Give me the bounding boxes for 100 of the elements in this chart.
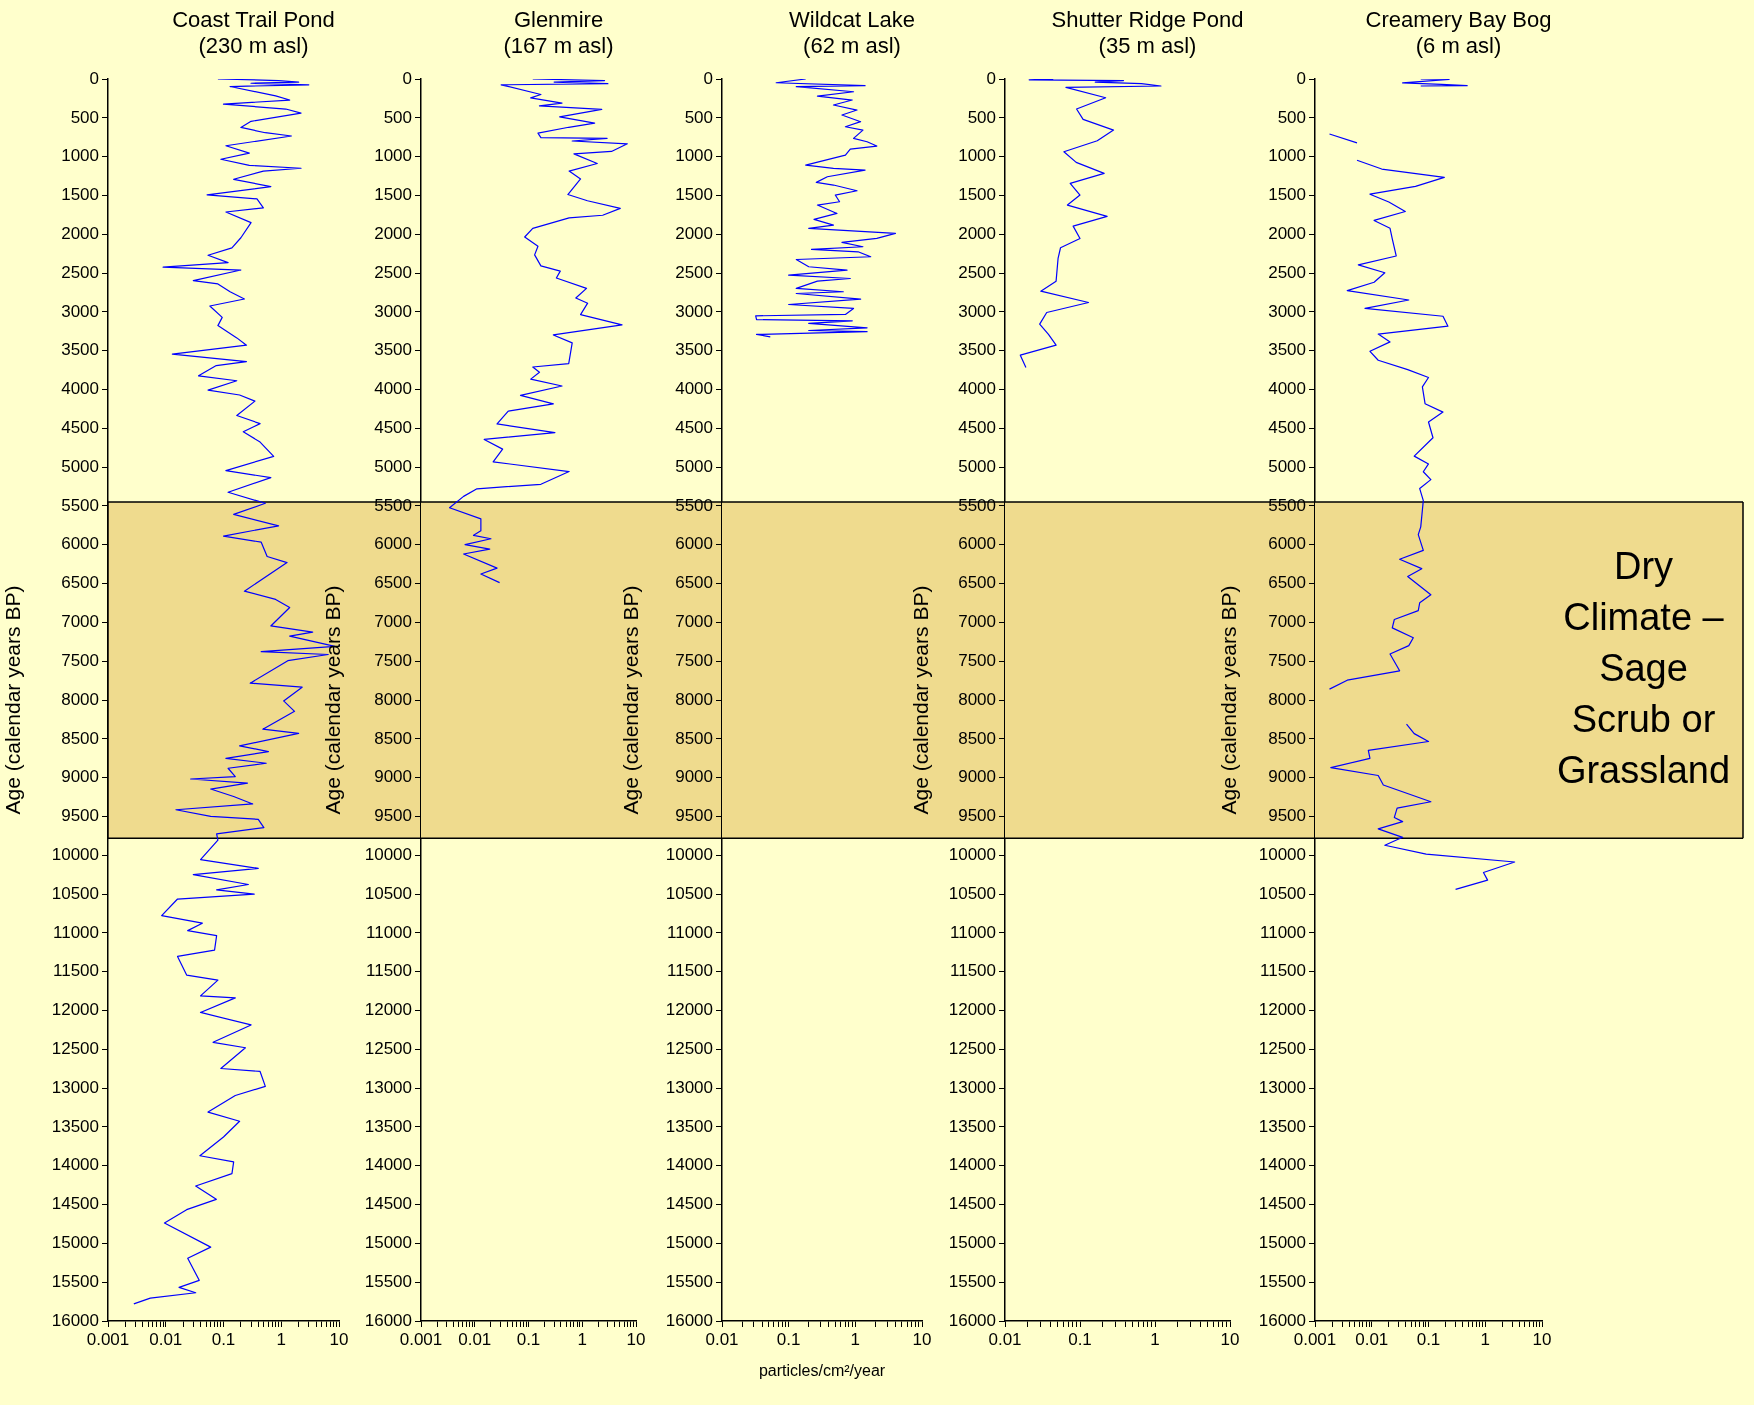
- y-tick-label: 16000: [51, 1310, 99, 1330]
- y-tick-label: 10000: [51, 844, 99, 864]
- y-tick-label: 13500: [364, 1116, 412, 1136]
- x-tick-label: 0.01: [458, 1329, 492, 1349]
- x-tick-label: 0.001: [86, 1329, 130, 1349]
- y-tick-label: 2500: [958, 262, 996, 282]
- y-tick-label: 15000: [665, 1233, 713, 1253]
- x-tick-label: 0.01: [705, 1329, 739, 1349]
- band-label: Dry Climate – Sage Scrub or Grassland: [1556, 544, 1731, 791]
- y-tick-label: 3500: [61, 340, 99, 360]
- x-tick-label: 1: [276, 1329, 286, 1349]
- y-axis-title: Age (calendar years BP): [909, 585, 933, 815]
- y-tick-label: 11000: [365, 922, 412, 942]
- y-tick-label: 11000: [1259, 922, 1306, 942]
- x-tick-label: 0.001: [399, 1329, 443, 1349]
- y-tick-label: 0: [986, 68, 996, 88]
- y-tick-label: 500: [383, 107, 412, 127]
- y-tick-label: 8500: [958, 728, 996, 748]
- y-tick-label: 0: [89, 68, 99, 88]
- y-tick-label: 10500: [51, 883, 99, 903]
- y-tick-label: 6500: [61, 573, 99, 593]
- y-tick-label: 13000: [364, 1077, 412, 1097]
- y-tick-label: 13000: [1258, 1077, 1306, 1097]
- y-tick-label: 6500: [958, 573, 996, 593]
- y-axis-title: Age (calendar years BP): [1, 585, 25, 815]
- y-tick-label: 3000: [1268, 301, 1306, 321]
- y-tick-label: 500: [684, 107, 713, 127]
- y-tick-label: 12500: [364, 1039, 412, 1058]
- y-tick-label: 11000: [52, 922, 99, 942]
- y-tick-label: 9000: [61, 767, 99, 787]
- x-tick-label: 1: [1480, 1329, 1490, 1349]
- y-tick-label: 14000: [51, 1155, 99, 1175]
- y-tick-label: 10000: [665, 844, 713, 864]
- y-tick-label: 8500: [374, 728, 412, 748]
- x-tick-label: 0.1: [516, 1329, 541, 1349]
- y-tick-label: 5000: [374, 456, 412, 476]
- x-tick-label: 0.1: [211, 1329, 236, 1349]
- x-axis-title: particles/cm²/year: [758, 1361, 886, 1379]
- y-tick-label: 1500: [61, 185, 99, 205]
- y-tick-label: 1500: [958, 185, 996, 205]
- y-tick-label: 10000: [364, 844, 412, 864]
- chart-title: Creamery Bay Bog (6 m asl): [1365, 7, 1552, 59]
- y-tick-label: 7500: [675, 650, 713, 670]
- y-tick-label: 15500: [948, 1271, 996, 1291]
- x-tick-label: 10: [1532, 1329, 1552, 1349]
- y-tick-label: 15000: [948, 1233, 996, 1253]
- y-tick-label: 3000: [958, 301, 996, 321]
- y-tick-label: 500: [1277, 107, 1306, 127]
- y-tick-label: 11500: [52, 961, 99, 981]
- y-tick-label: 14000: [948, 1155, 996, 1175]
- y-tick-label: 13500: [1258, 1116, 1306, 1136]
- y-tick-label: 2000: [61, 223, 99, 243]
- y-tick-label: 16000: [1258, 1310, 1306, 1330]
- x-tick-label: 0.1: [776, 1329, 801, 1349]
- y-tick-label: 0: [1296, 68, 1306, 88]
- y-tick-label: 4000: [958, 379, 996, 399]
- y-tick-label: 3500: [958, 340, 996, 360]
- y-tick-label: 2500: [61, 262, 99, 282]
- y-tick-label: 4500: [61, 418, 99, 437]
- y-tick-label: 0: [703, 68, 713, 88]
- y-tick-label: 1000: [61, 146, 99, 166]
- y-tick-label: 1000: [374, 146, 412, 166]
- y-tick-label: 11000: [949, 922, 996, 942]
- x-tick-label: 0.01: [1355, 1329, 1389, 1349]
- y-tick-label: 7500: [958, 650, 996, 670]
- y-tick-label: 10000: [1258, 844, 1306, 864]
- y-tick-label: 7000: [675, 612, 713, 632]
- y-axis-title: Age (calendar years BP): [619, 585, 643, 815]
- y-tick-label: 12000: [364, 1000, 412, 1020]
- chart-title: Wildcat Lake (62 m asl): [789, 7, 915, 59]
- y-tick-label: 10500: [948, 883, 996, 903]
- y-tick-label: 4500: [675, 418, 713, 437]
- y-tick-label: 13500: [51, 1116, 99, 1136]
- y-tick-label: 9000: [374, 767, 412, 787]
- y-tick-label: 3000: [61, 301, 99, 321]
- x-tick-label: 0.1: [1068, 1329, 1092, 1349]
- y-tick-label: 9500: [374, 806, 412, 826]
- y-axis-title: Age (calendar years BP): [1217, 585, 1241, 815]
- x-tick-label: 0.001: [1293, 1329, 1337, 1349]
- y-tick-label: 8000: [1268, 689, 1306, 709]
- y-tick-label: 4500: [374, 418, 412, 437]
- y-tick-label: 0: [402, 68, 412, 88]
- y-tick-label: 15500: [665, 1271, 713, 1291]
- x-tick-label: 10: [912, 1329, 932, 1349]
- x-tick-label: 10: [626, 1329, 646, 1349]
- y-tick-label: 4000: [675, 379, 713, 399]
- y-tick-label: 13500: [665, 1116, 713, 1136]
- y-tick-label: 14500: [1258, 1194, 1306, 1214]
- y-tick-label: 10500: [665, 883, 713, 903]
- y-tick-label: 5000: [958, 456, 996, 476]
- y-tick-label: 13500: [948, 1116, 996, 1136]
- y-tick-label: 8000: [675, 689, 713, 709]
- y-tick-label: 10500: [364, 883, 412, 903]
- y-tick-label: 500: [70, 107, 99, 127]
- y-tick-label: 9500: [958, 806, 996, 826]
- y-tick-label: 15500: [364, 1271, 412, 1291]
- y-tick-label: 16000: [665, 1310, 713, 1330]
- y-tick-label: 500: [967, 107, 996, 127]
- y-tick-label: 1000: [1268, 146, 1306, 166]
- y-tick-label: 8500: [61, 728, 99, 748]
